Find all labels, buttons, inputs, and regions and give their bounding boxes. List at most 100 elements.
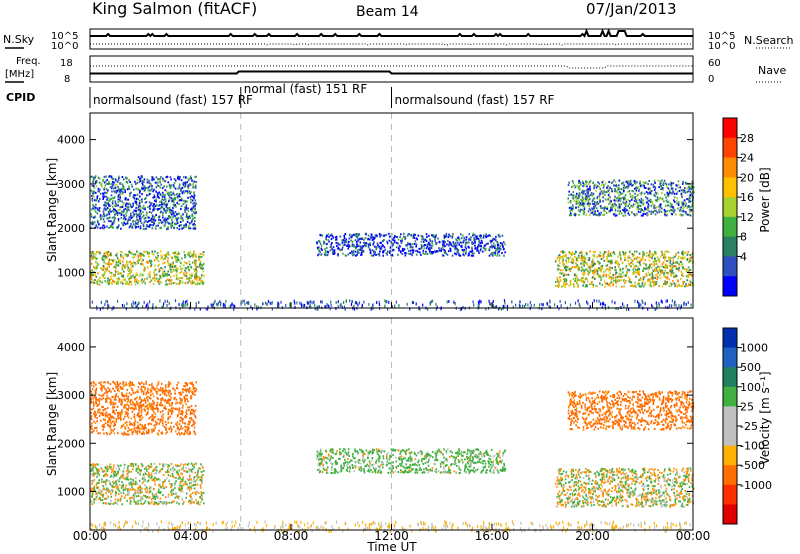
scatter-point	[432, 233, 435, 236]
scatter-point	[449, 249, 452, 252]
scatter-point	[186, 483, 188, 486]
scatter-point	[643, 262, 645, 265]
scatter-point	[325, 236, 327, 239]
scatter-point	[247, 301, 249, 305]
scatter-point	[341, 305, 344, 309]
scatter-point	[182, 183, 185, 186]
scatter-point	[614, 268, 616, 271]
scatter-point	[584, 257, 587, 260]
scatter-point	[185, 278, 188, 281]
scatter-point	[571, 259, 573, 262]
scatter-point	[193, 484, 195, 486]
scatter-point	[195, 304, 197, 308]
scatter-point	[185, 215, 188, 218]
scatter-point	[148, 216, 150, 219]
scatter-point	[457, 249, 460, 252]
scatter-point	[442, 254, 445, 257]
scatter-point	[651, 272, 653, 275]
scatter-point	[110, 252, 112, 255]
scatter-point	[142, 305, 144, 309]
scatter-point	[388, 300, 390, 304]
scatter-point	[594, 201, 596, 204]
scatter-point	[329, 249, 332, 252]
scatter-point	[189, 177, 192, 180]
scatter-point	[167, 464, 169, 467]
scatter-point	[598, 214, 600, 217]
scatter-point	[598, 260, 600, 263]
scatter-point	[112, 275, 115, 278]
scatter-point	[625, 265, 628, 268]
scatter-point	[278, 305, 280, 309]
scatter-point	[689, 206, 692, 209]
scatter-point	[437, 250, 439, 253]
scatter-point	[473, 237, 475, 240]
scatter-point	[146, 480, 149, 483]
scatter-point	[637, 300, 639, 304]
scatter-point	[116, 470, 118, 473]
scatter-point	[642, 270, 644, 272]
scatter-point	[644, 187, 647, 189]
scatter-point	[92, 178, 95, 181]
scatter-point	[634, 182, 637, 185]
scatter-point	[425, 240, 428, 242]
scatter-point	[648, 187, 651, 190]
scatter-point	[632, 255, 634, 257]
scatter-point	[367, 234, 370, 237]
scatter-point	[176, 195, 179, 198]
scatter-point	[176, 217, 179, 220]
scatter-point	[193, 222, 195, 225]
scatter-point	[638, 302, 640, 306]
scatter-point	[101, 281, 103, 284]
scatter-point	[96, 219, 99, 222]
scatter-point	[358, 248, 361, 251]
scatter-point	[195, 181, 198, 183]
scatter-point	[320, 244, 323, 247]
scatter-point	[356, 301, 358, 305]
scatter-point	[529, 300, 531, 304]
scatter-point	[569, 212, 572, 215]
scatter-point	[178, 225, 181, 228]
scatter-point	[166, 272, 168, 275]
scatter-point	[267, 299, 270, 303]
scatter-point	[162, 487, 165, 490]
scatter-point	[332, 253, 334, 255]
scatter-point	[115, 261, 118, 264]
scatter-point	[168, 302, 170, 305]
scatter-point	[577, 182, 580, 185]
scatter-point	[446, 243, 448, 246]
scatter-point	[397, 253, 399, 256]
scatter-point	[492, 242, 495, 245]
scatter-point	[107, 468, 109, 471]
scatter-point	[606, 206, 609, 209]
scatter-point	[162, 493, 164, 496]
scatter-point	[629, 183, 631, 186]
scatter-point	[691, 205, 693, 208]
scatter-point	[367, 237, 370, 240]
scatter-point	[133, 194, 135, 197]
scatter-point	[627, 276, 630, 279]
scatter-point	[659, 255, 662, 258]
scatter-point	[177, 278, 179, 281]
scatter-point	[92, 273, 94, 276]
scatter-point	[602, 192, 605, 195]
scatter-point	[106, 213, 109, 216]
scatter-point	[525, 303, 527, 307]
scatter-point	[672, 280, 674, 282]
scatter-point	[196, 276, 199, 279]
scatter-point	[143, 266, 146, 269]
scatter-point	[367, 243, 370, 246]
scatter-point	[644, 267, 647, 270]
scatter-point	[173, 227, 175, 230]
scatter-point	[639, 185, 642, 188]
scatter-point	[678, 283, 681, 286]
scatter-point	[582, 257, 585, 260]
scatter-point	[112, 280, 114, 283]
scatter-point	[565, 269, 567, 272]
scatter-point	[158, 280, 161, 283]
scatter-point	[662, 256, 665, 259]
scatter-point	[675, 213, 677, 216]
scatter-point	[175, 205, 177, 208]
scatter-point	[158, 278, 160, 281]
scatter-point	[136, 193, 139, 196]
